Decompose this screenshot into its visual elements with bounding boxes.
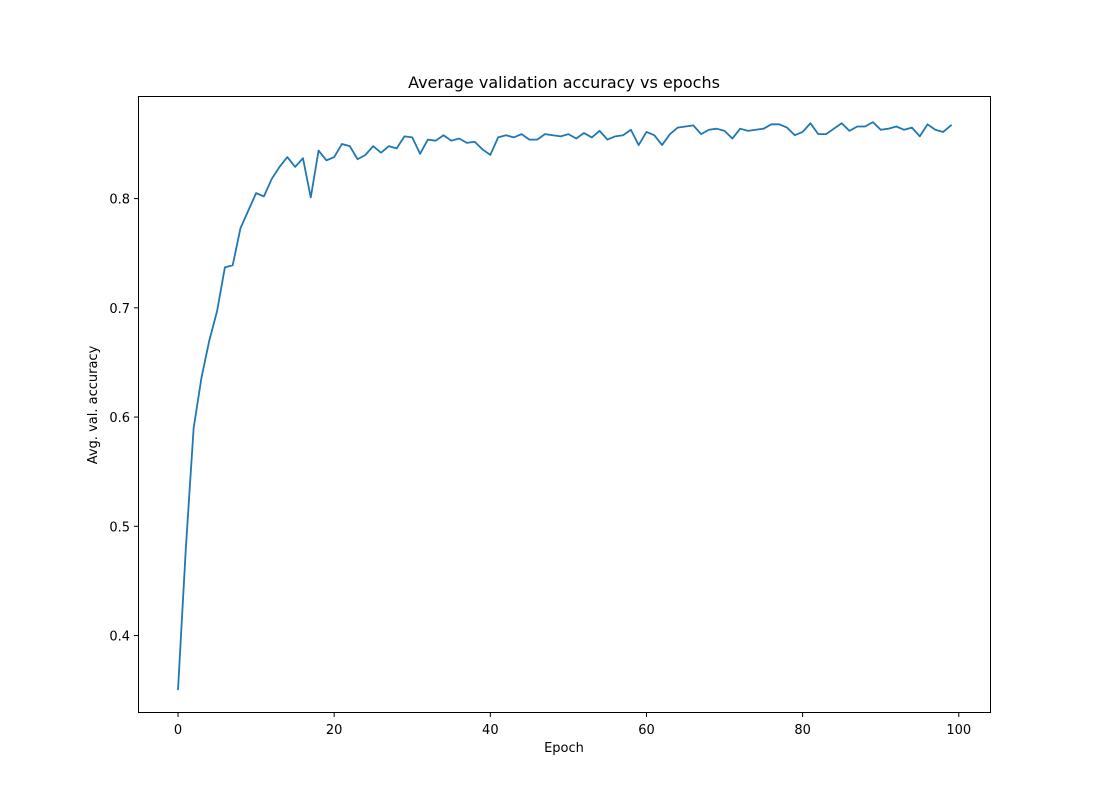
series-line <box>177 121 953 691</box>
y-axis-ticks: 0.4 0.5 0.6 0.7 0.8 <box>109 193 139 645</box>
axes-frame <box>138 96 991 713</box>
y-tick-label: 0.5 <box>109 520 130 535</box>
y-tick-label: 0.6 <box>109 411 130 426</box>
x-tick-label: 80 <box>794 723 811 738</box>
x-tick-label: 40 <box>482 723 499 738</box>
y-axis-label: Avg. val. accuracy <box>86 345 101 464</box>
y-tick-label: 0.8 <box>109 193 130 208</box>
x-axis-label: Epoch <box>544 741 584 756</box>
y-tick-label: 0.4 <box>109 630 130 645</box>
x-tick-label: 0 <box>174 723 182 738</box>
x-axis-ticks: 0 20 40 60 80 100 <box>174 712 971 738</box>
chart-title: Average validation accuracy vs epochs <box>408 73 720 92</box>
x-tick-label: 20 <box>326 723 343 738</box>
plot-area <box>177 121 953 691</box>
x-tick-label: 60 <box>638 723 655 738</box>
x-tick-label: 100 <box>946 723 971 738</box>
y-tick-label: 0.7 <box>109 302 130 317</box>
